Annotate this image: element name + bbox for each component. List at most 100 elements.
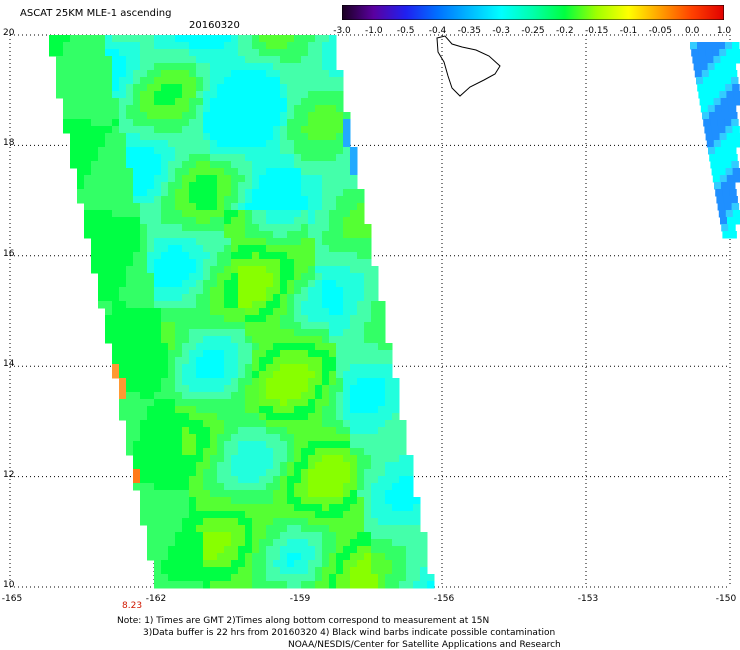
swath-cell bbox=[315, 91, 323, 99]
swath-cell bbox=[126, 266, 134, 274]
swath-cell bbox=[357, 469, 365, 477]
swath-cell bbox=[154, 49, 162, 57]
swath-cell bbox=[385, 483, 393, 491]
swath-cell bbox=[168, 238, 176, 246]
swath-cell bbox=[315, 217, 323, 225]
swath-cell bbox=[294, 266, 302, 274]
swath-cell bbox=[336, 553, 344, 561]
swath-cell bbox=[98, 280, 106, 288]
swath-cell bbox=[210, 525, 218, 533]
swath-cell bbox=[336, 441, 344, 449]
swath-cell bbox=[217, 434, 225, 442]
swath-cell bbox=[329, 140, 337, 148]
swath-cell bbox=[140, 483, 148, 491]
swath-cell bbox=[385, 497, 393, 505]
swath-cell bbox=[238, 567, 246, 575]
swath-cell bbox=[182, 252, 190, 260]
swath-cell bbox=[364, 238, 372, 246]
swath-cell bbox=[210, 147, 218, 155]
swath-cell bbox=[224, 336, 232, 344]
swath-cell bbox=[357, 322, 365, 330]
swath-cell bbox=[98, 35, 106, 43]
swath-cell bbox=[280, 203, 288, 211]
swath-cell bbox=[287, 105, 295, 113]
swath-cell bbox=[322, 161, 330, 169]
swath-cell bbox=[140, 287, 148, 295]
swath-cell bbox=[273, 378, 281, 386]
swath-cell bbox=[203, 308, 211, 316]
swath-cell bbox=[217, 455, 225, 463]
swath-cell bbox=[112, 154, 120, 162]
swath-cell bbox=[210, 175, 218, 183]
swath-cell bbox=[378, 357, 386, 365]
swath-cell bbox=[350, 203, 358, 211]
swath-cell bbox=[315, 574, 323, 582]
swath-cell bbox=[203, 231, 211, 239]
swath-cell bbox=[168, 567, 176, 575]
swath-cell bbox=[301, 350, 309, 358]
swath-cell bbox=[294, 469, 302, 477]
swath-cell bbox=[329, 392, 337, 400]
swath-cell bbox=[413, 546, 421, 554]
swath-cell bbox=[154, 525, 162, 533]
swath-cell bbox=[315, 84, 323, 92]
swath-cell bbox=[140, 357, 148, 365]
swath-cell bbox=[168, 511, 176, 519]
swath-cell bbox=[224, 434, 232, 442]
swath-cell bbox=[217, 532, 225, 540]
swath-cell bbox=[210, 567, 218, 575]
swath-cell bbox=[364, 266, 372, 274]
swath-cell bbox=[364, 322, 372, 330]
swath-cell bbox=[329, 525, 337, 533]
swath-cell bbox=[357, 378, 365, 386]
swath-cell bbox=[217, 147, 225, 155]
swath-cell bbox=[112, 182, 120, 190]
swath-cell bbox=[238, 532, 246, 540]
swath-cell bbox=[357, 420, 365, 428]
colorbar-gradient bbox=[342, 5, 724, 20]
swath-cell bbox=[371, 434, 379, 442]
swath-cell bbox=[189, 574, 197, 582]
swath-cell bbox=[189, 140, 197, 148]
swath-cell bbox=[294, 357, 302, 365]
swath-cell bbox=[126, 336, 134, 344]
swath-cell bbox=[378, 490, 386, 498]
swath-cell bbox=[182, 567, 190, 575]
swath-cell bbox=[343, 126, 351, 134]
swath-cell bbox=[719, 91, 727, 99]
swath-cell bbox=[350, 490, 358, 498]
swath-cell bbox=[91, 119, 99, 127]
swath-cell bbox=[175, 56, 183, 64]
swath-cell bbox=[84, 231, 92, 239]
swath-cell bbox=[336, 301, 344, 309]
swath-cell bbox=[189, 182, 197, 190]
swath-cell bbox=[301, 518, 309, 526]
swath-cell bbox=[56, 91, 64, 99]
swath-cell bbox=[343, 154, 351, 162]
swath-cell bbox=[91, 147, 99, 155]
swath-cell bbox=[322, 203, 330, 211]
swath-cell bbox=[231, 266, 239, 274]
swath-cell bbox=[724, 119, 732, 127]
swath-cell bbox=[105, 168, 113, 176]
swath-cell bbox=[224, 280, 232, 288]
swath-cell bbox=[378, 315, 386, 323]
swath-cell bbox=[329, 518, 337, 526]
swath-cell bbox=[203, 399, 211, 407]
swath-cell bbox=[725, 126, 733, 134]
swath-cell bbox=[161, 280, 169, 288]
swath-cell bbox=[231, 203, 239, 211]
swath-cell bbox=[315, 140, 323, 148]
swath-cell bbox=[399, 427, 407, 435]
swath-cell bbox=[259, 371, 267, 379]
swath-cell bbox=[77, 147, 85, 155]
swath-cell bbox=[175, 553, 183, 561]
swath-cell bbox=[252, 126, 260, 134]
swath-cell bbox=[140, 63, 148, 71]
swath-cell bbox=[714, 105, 723, 113]
swath-cell bbox=[231, 210, 239, 218]
swath-cell bbox=[252, 329, 260, 337]
swath-cell bbox=[371, 385, 379, 393]
swath-cell bbox=[196, 259, 204, 267]
swath-cell bbox=[315, 441, 323, 449]
